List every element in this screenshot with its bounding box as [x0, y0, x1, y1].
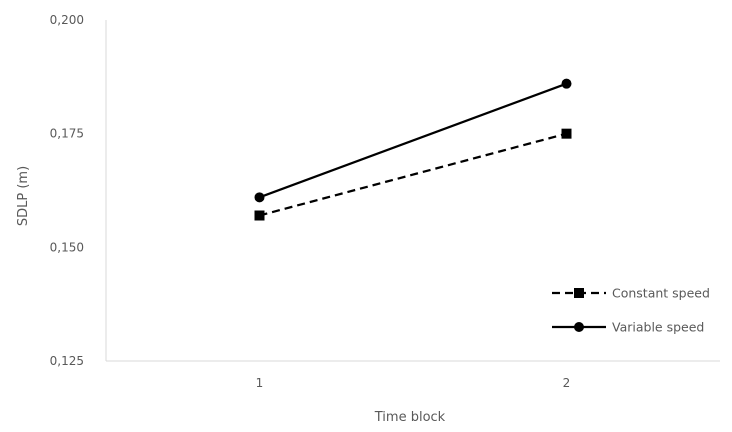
- y-tick-labels: 0,125 0,150 0,175 0,200: [50, 13, 84, 368]
- series-lines: [254, 78, 572, 221]
- y-tick-label: 0,200: [50, 13, 84, 27]
- legend-label: Constant speed: [612, 286, 710, 301]
- legend-marker-circle: [574, 322, 584, 332]
- y-tick-label: 0,175: [50, 127, 84, 141]
- data-point-square: [561, 128, 572, 139]
- series-line-circle: [259, 82, 567, 199]
- x-tick-label: 2: [563, 376, 571, 390]
- y-axis-title: SDLP (m): [16, 166, 31, 226]
- x-tick-label: 1: [256, 376, 264, 390]
- x-axis-title: Time block: [374, 410, 446, 425]
- data-point-circle: [561, 78, 572, 89]
- data-point-circle: [254, 192, 265, 203]
- legend: Constant speed Variable speed: [552, 286, 710, 335]
- data-point-square: [254, 210, 265, 221]
- legend-label: Variable speed: [612, 320, 704, 335]
- series-line-square: [259, 132, 567, 217]
- y-tick-label: 0,125: [50, 354, 84, 368]
- legend-marker-square: [574, 288, 584, 298]
- y-tick-label: 0,150: [50, 240, 84, 254]
